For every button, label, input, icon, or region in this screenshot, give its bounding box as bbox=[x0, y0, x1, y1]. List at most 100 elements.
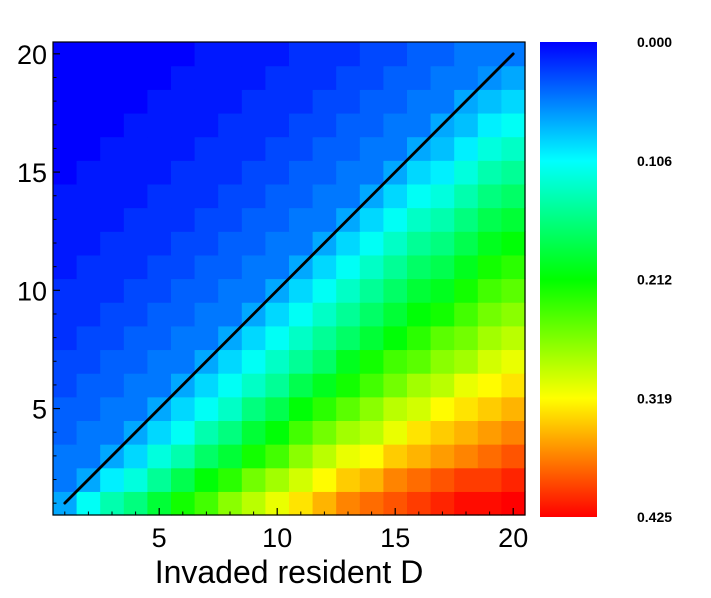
heatmap-cell bbox=[501, 112, 526, 138]
heatmap-cell bbox=[501, 136, 526, 161]
heatmap-cell bbox=[477, 302, 502, 327]
heatmap-cell bbox=[171, 112, 196, 138]
heatmap-cell bbox=[336, 325, 361, 351]
diagonal-line bbox=[63, 52, 515, 505]
heatmap-cell bbox=[312, 444, 337, 469]
heatmap-cell bbox=[218, 65, 243, 90]
heatmap-cell bbox=[383, 373, 408, 398]
heatmap-cell bbox=[501, 254, 526, 280]
heatmap-cell bbox=[454, 396, 479, 421]
heatmap-cell bbox=[312, 302, 337, 327]
heatmap-cell bbox=[123, 207, 148, 232]
heatmap-cell bbox=[218, 373, 243, 398]
y-tick-label: 20 bbox=[17, 40, 47, 70]
diagonal-line-group bbox=[63, 52, 515, 505]
heatmap-cell bbox=[123, 302, 148, 327]
heatmap-cell bbox=[383, 112, 408, 138]
heatmap-cell bbox=[454, 349, 479, 374]
heatmap-cell bbox=[218, 42, 243, 67]
heatmap-cell bbox=[171, 444, 196, 469]
colorbar-tick-label: 0.106 bbox=[637, 153, 672, 169]
heatmap-cell bbox=[241, 89, 266, 114]
heatmap-cell bbox=[407, 207, 432, 232]
heatmap-cell bbox=[477, 254, 502, 280]
heatmap-cell bbox=[265, 302, 290, 327]
heatmap-cell bbox=[265, 254, 290, 280]
heatmap-cell bbox=[359, 420, 384, 445]
heatmap-cell bbox=[171, 89, 196, 114]
heatmap-cell bbox=[171, 231, 196, 256]
heatmap-cell bbox=[241, 349, 266, 374]
heatmap-cell bbox=[383, 183, 408, 209]
heatmap-cell bbox=[147, 373, 172, 398]
heatmap-cell bbox=[430, 467, 455, 492]
heatmap-cell bbox=[100, 420, 125, 445]
heatmap-cell bbox=[312, 89, 337, 114]
heatmap-cell bbox=[359, 349, 384, 374]
heatmap-cell bbox=[194, 112, 219, 138]
heatmap-cell bbox=[430, 65, 455, 90]
heatmap-cell bbox=[383, 349, 408, 374]
heatmap-cell bbox=[407, 349, 432, 374]
heatmap-cell bbox=[100, 112, 125, 138]
heatmap-cell bbox=[336, 254, 361, 280]
heatmap-cell bbox=[312, 373, 337, 398]
heatmap-cell bbox=[76, 254, 101, 280]
heatmap-cell bbox=[241, 65, 266, 90]
heatmap-cell bbox=[265, 231, 290, 256]
heatmap-cell bbox=[53, 231, 78, 256]
heatmap-cell bbox=[171, 396, 196, 421]
heatmap-cell bbox=[407, 231, 432, 256]
heatmap-cell bbox=[76, 160, 101, 185]
heatmap-cell bbox=[218, 420, 243, 445]
heatmap-cell bbox=[359, 444, 384, 469]
heatmap-cell bbox=[241, 467, 266, 492]
heatmap-cell bbox=[407, 89, 432, 114]
heatmap-cell bbox=[383, 444, 408, 469]
heatmap-cell bbox=[241, 396, 266, 421]
heatmap-cell bbox=[336, 231, 361, 256]
colorbar-labels: 0.000 0.106 0.212 0.319 0.425 bbox=[637, 34, 672, 525]
heatmap-cell bbox=[477, 325, 502, 351]
heatmap-cell bbox=[336, 160, 361, 185]
heatmap-cell bbox=[336, 65, 361, 90]
heatmap-cell bbox=[53, 302, 78, 327]
heatmap-cell bbox=[336, 302, 361, 327]
colorbar-tick-label: 0.425 bbox=[637, 509, 672, 525]
heatmap-cell bbox=[383, 89, 408, 114]
heatmap-cell bbox=[407, 112, 432, 138]
heatmap-cell bbox=[477, 420, 502, 445]
heatmap-cell bbox=[359, 89, 384, 114]
heatmap-cell bbox=[289, 42, 314, 67]
heatmap-cell bbox=[312, 42, 337, 67]
heatmap-cell bbox=[312, 278, 337, 303]
heatmap-cell bbox=[430, 278, 455, 303]
heatmap-cell bbox=[171, 65, 196, 90]
heatmap-cell bbox=[407, 183, 432, 209]
heatmap-cell bbox=[289, 467, 314, 492]
heatmap-cell bbox=[501, 420, 526, 445]
heatmap-cell bbox=[100, 349, 125, 374]
heatmap-cell bbox=[312, 65, 337, 90]
heatmap-cell bbox=[241, 183, 266, 209]
heatmap-cell bbox=[147, 349, 172, 374]
heatmap-cell bbox=[289, 373, 314, 398]
heatmap-cell bbox=[265, 160, 290, 185]
heatmap-cell bbox=[265, 467, 290, 492]
heatmap-cell bbox=[383, 302, 408, 327]
heatmap-cell bbox=[477, 373, 502, 398]
heatmap-cell bbox=[336, 396, 361, 421]
heatmap-cell bbox=[123, 373, 148, 398]
heatmap-cell bbox=[407, 373, 432, 398]
heatmap-cell bbox=[100, 467, 125, 492]
heatmap-cell bbox=[241, 207, 266, 232]
heatmap-cell bbox=[53, 136, 78, 161]
heatmap-cell bbox=[477, 444, 502, 469]
heatmap-cell bbox=[147, 444, 172, 469]
heatmap-cell bbox=[76, 278, 101, 303]
heatmap-cell bbox=[123, 396, 148, 421]
heatmap-cell bbox=[100, 42, 125, 67]
heatmap-cell bbox=[147, 302, 172, 327]
heatmap-cell bbox=[53, 325, 78, 351]
heatmap-cell bbox=[265, 396, 290, 421]
